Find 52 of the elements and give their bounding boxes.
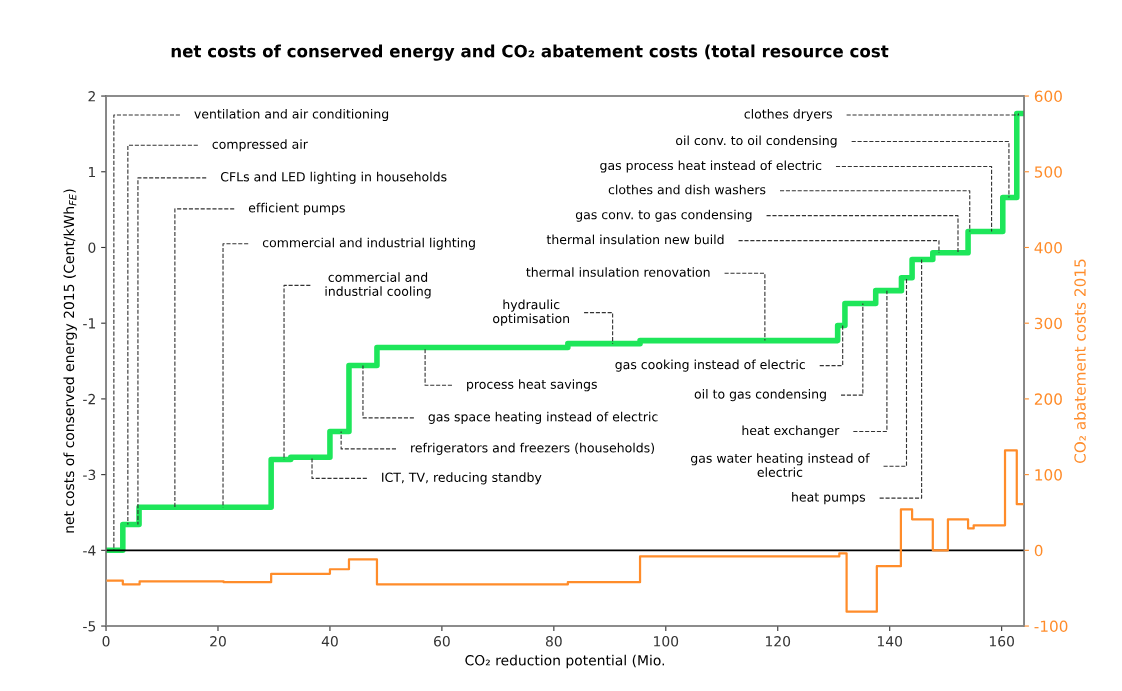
- x-tick-label: 20: [210, 636, 226, 647]
- annotation: clothes dryers: [744, 108, 832, 122]
- annotation: commercial and industrial lighting: [262, 237, 475, 250]
- y-tick-label: 0: [88, 242, 96, 253]
- annotation: clothes and dish washers: [608, 184, 766, 195]
- annotation: heat pumps: [792, 492, 866, 505]
- y-axis-title: net costs of conserved energy 2015 (Cent/kWh$_{FE}$): [63, 189, 77, 533]
- y2-tick-label: 300: [1034, 317, 1062, 330]
- annotation: commercial and industrial cooling: [325, 272, 431, 299]
- x-tick-label: 100: [654, 636, 679, 647]
- y-tick-label: 1: [89, 166, 96, 178]
- y-tick-label: -5: [83, 621, 96, 632]
- y-tick-label: -4: [83, 545, 96, 556]
- annotation: oil to gas condensing: [694, 389, 826, 402]
- annotation: efficient pumps: [248, 202, 345, 215]
- y-tick-label: -2: [83, 393, 95, 405]
- x-tick-label: 120: [766, 636, 791, 647]
- annotation: ICT, TV, reducing standby: [382, 472, 542, 485]
- x-tick-label: 0: [102, 636, 110, 647]
- x-axis-title: CO₂ reduction potential (Mio.: [465, 654, 665, 669]
- y2-tick-label: 400: [1034, 241, 1062, 254]
- annotation: gas water heating instead of electric: [690, 453, 870, 477]
- annotation: ventilation and air conditioning: [194, 108, 389, 122]
- x-tick-label: 80: [545, 636, 562, 647]
- annotation: oil conv. to oil condensing: [676, 135, 837, 148]
- annotation: gas cooking instead of electric: [615, 359, 805, 372]
- annotation: thermal insulation renovation: [526, 267, 710, 277]
- y2-tick-label: -100: [1034, 620, 1068, 633]
- y2-tick-label: 500: [1034, 166, 1062, 178]
- y2-tick-label: 100: [1035, 469, 1062, 481]
- x-tick-label: 140: [877, 636, 903, 647]
- annotation: gas conv. to gas condensing: [575, 209, 752, 222]
- y2-tick-label: 200: [1034, 393, 1062, 405]
- y-tick-label: -1: [83, 318, 96, 329]
- annotation: process heat savings: [467, 379, 597, 392]
- annotation: CFLs and LED lighting in households: [220, 171, 447, 184]
- annotation: refrigerators and freezers (households): [411, 442, 655, 455]
- y2-tick-label: 0: [1034, 544, 1043, 557]
- y2-axis-title: CO₂ abatement costs 2015: [1074, 259, 1086, 464]
- annotation: thermal insulation new build: [546, 234, 724, 245]
- annotation: gas process heat instead of electric: [600, 160, 822, 173]
- chart-title: net costs of conserved energy and CO₂ abatement costs (total resource cost: [171, 44, 889, 61]
- annotation: hydraulic optimisation: [493, 299, 570, 326]
- y-tick-label: 2: [88, 91, 95, 102]
- x-tick-label: 60: [434, 636, 450, 647]
- y-tick-label: -3: [83, 469, 96, 481]
- y2-tick-label: 600: [1034, 90, 1062, 103]
- annotation: heat exchanger: [742, 425, 840, 438]
- annotation: compressed air: [212, 139, 308, 152]
- x-tick-label: 160: [989, 636, 1014, 647]
- x-tick-label: 40: [321, 636, 338, 647]
- annotation: gas space heating instead of electric: [428, 411, 658, 424]
